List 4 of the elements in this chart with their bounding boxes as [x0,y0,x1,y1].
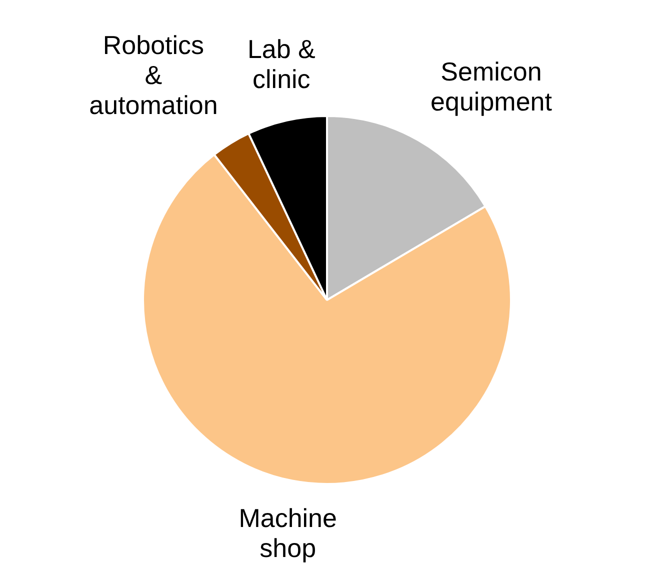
slice-label: Semicon equipment [430,56,553,117]
slice-label: Machine shop [238,503,337,564]
slice-label: Robotics & automation [89,30,218,120]
slice-label: Lab & clinic [247,34,316,94]
